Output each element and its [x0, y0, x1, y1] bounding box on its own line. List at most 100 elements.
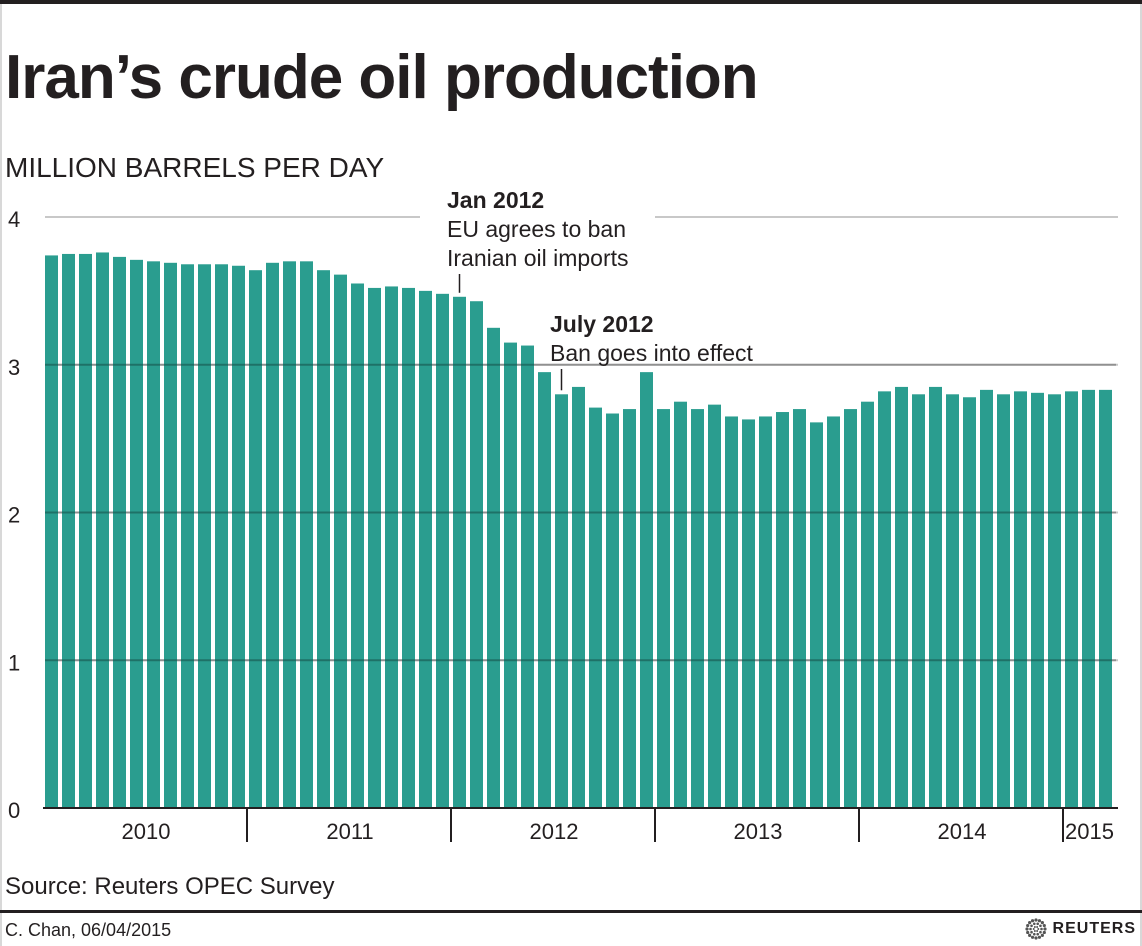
logo-text: REUTERS — [1052, 920, 1136, 937]
bar — [946, 394, 959, 808]
bar — [776, 412, 789, 808]
bar — [742, 419, 755, 808]
bar — [232, 265, 245, 808]
logo-dot — [1038, 930, 1042, 934]
bar — [555, 394, 568, 808]
bar-chart: 0 1 2 3 4 2010 2011 2012 2013 2014 2015 Jan 2012 EU … — [8, 190, 1118, 844]
bar — [589, 407, 602, 808]
logo-dot — [1028, 927, 1032, 931]
bar — [79, 253, 92, 808]
logo-dot — [1037, 919, 1041, 923]
logo-dot — [1039, 927, 1043, 931]
bar — [1082, 389, 1095, 808]
annotation-heading: July 2012 — [550, 311, 654, 337]
units-label: MILLION BARRELS PER DAY — [5, 152, 385, 183]
bar — [521, 345, 534, 808]
footer-rule — [0, 910, 1142, 913]
y-tick-label: 4 — [8, 207, 20, 232]
logo-dot — [1029, 924, 1033, 928]
annotation-heading: Jan 2012 — [447, 190, 544, 213]
bar — [181, 264, 194, 808]
bar — [215, 264, 228, 808]
bar — [861, 401, 874, 808]
bar — [385, 286, 398, 808]
bar — [317, 270, 330, 808]
bar — [640, 372, 653, 808]
bar — [878, 391, 891, 808]
bar — [62, 253, 75, 808]
x-tick-label: 2014 — [938, 819, 987, 844]
annotation-text: Ban goes into effect — [550, 340, 753, 366]
y-tick-label: 3 — [8, 355, 20, 380]
bar — [198, 264, 211, 808]
bar — [453, 296, 466, 808]
logo-dot — [1035, 926, 1038, 929]
logo-dot — [1032, 928, 1035, 930]
logo-dot — [1033, 918, 1038, 922]
logo-dot — [1033, 929, 1036, 932]
logo-dot — [1042, 927, 1047, 931]
reuters-logo: REUTERS — [1024, 918, 1136, 940]
bar — [912, 394, 925, 808]
bar — [402, 287, 415, 808]
bar — [113, 256, 126, 809]
logo-dot — [1033, 926, 1036, 929]
x-tick-label: 2015 — [1065, 819, 1114, 844]
bar — [436, 293, 449, 809]
logo-dot — [1033, 936, 1038, 940]
bar — [147, 261, 160, 808]
logo-dot — [1032, 932, 1036, 936]
bar — [368, 287, 381, 808]
bar — [929, 386, 942, 808]
logo-dot — [1032, 922, 1036, 926]
bar — [45, 255, 58, 809]
x-tick-label: 2010 — [122, 819, 171, 844]
bar — [470, 301, 483, 808]
logo-dot — [1040, 933, 1044, 937]
bar — [980, 389, 993, 808]
bar — [963, 397, 976, 808]
top-rule — [0, 0, 1142, 4]
bar — [657, 409, 670, 808]
logo-dot — [1042, 930, 1046, 935]
bar — [1099, 389, 1112, 808]
logo-dot — [1040, 921, 1044, 925]
bar — [334, 274, 347, 808]
logo-dot — [1035, 922, 1039, 926]
logo-dot — [1030, 919, 1034, 923]
reuters-dots-icon — [1024, 918, 1047, 940]
bar — [572, 386, 585, 808]
bar — [606, 413, 619, 808]
logo-dot — [1042, 923, 1046, 928]
annotation-text: EU agrees to ban — [447, 216, 626, 242]
bar — [895, 386, 908, 808]
bar — [1048, 394, 1061, 808]
y-tick-label: 2 — [8, 503, 20, 528]
bar — [827, 416, 840, 808]
bar — [1065, 391, 1078, 808]
bar — [351, 283, 364, 808]
bar — [130, 259, 143, 808]
bar — [266, 262, 279, 808]
bar — [997, 394, 1010, 808]
bar — [810, 422, 823, 808]
x-tick-label: 2012 — [530, 819, 579, 844]
x-tick-label: 2011 — [326, 819, 373, 844]
bar — [691, 409, 704, 808]
bar — [674, 401, 687, 808]
bar — [623, 409, 636, 808]
logo-dot — [1024, 927, 1029, 931]
bar — [96, 252, 109, 808]
bar — [725, 416, 738, 808]
x-tick-label: 2013 — [734, 819, 783, 844]
chart-title: Iran’s crude oil production — [5, 43, 759, 112]
bar — [1031, 392, 1044, 808]
bar — [487, 327, 500, 808]
source-note: Source: Reuters OPEC Survey — [5, 873, 335, 900]
bar — [504, 342, 517, 808]
bar — [300, 261, 313, 808]
logo-dot — [1030, 935, 1034, 939]
bar — [793, 409, 806, 808]
logo-dot — [1038, 924, 1042, 928]
